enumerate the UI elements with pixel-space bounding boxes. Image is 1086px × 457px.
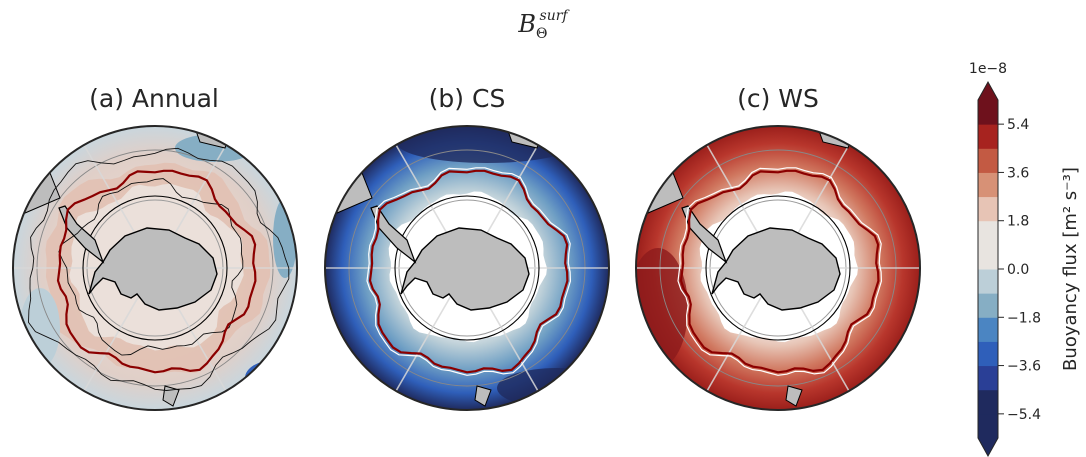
colorbar-segment (978, 244, 998, 270)
panel-title-cs: (b) CS (428, 84, 506, 113)
map-panel-cs (324, 125, 610, 411)
antarctica-landmass (400, 227, 530, 311)
australia-landmass (244, 367, 296, 409)
colorbar-tick-label: 5.4 (1007, 117, 1029, 133)
new-zealand-landmass (474, 385, 492, 407)
colorbar-segment (978, 196, 998, 222)
colorbar-scale-factor: 1e−8 (969, 61, 1007, 77)
colorbar: 5.4 3.6 1.8 0.0 −1.8 −3.6 −5.4 1e−8 Buoyancy flu… (969, 61, 1081, 457)
map-panel-annual (12, 125, 298, 411)
colorbar-tick-label: 1.8 (1007, 214, 1029, 230)
map-panel-ws (635, 125, 921, 411)
colorbar-tick-label: −5.4 (1007, 407, 1041, 423)
colorbar-segment (978, 293, 998, 318)
front-contour (679, 169, 880, 374)
colorbar-segment (978, 365, 998, 391)
colorbar-segment (978, 317, 998, 342)
colorbar-tick-label: 0.0 (1007, 262, 1029, 278)
new-zealand-landmass (785, 385, 803, 407)
peninsula (370, 205, 417, 264)
australia-landmass (867, 367, 919, 409)
figure-title: BΘsurf (0, 8, 1086, 42)
reference-circle (705, 195, 851, 341)
map-boundary (635, 125, 921, 411)
colorbar-tick-label: −1.8 (1007, 310, 1041, 326)
zero-contour (58, 178, 244, 356)
front-contour-halo (677, 167, 883, 376)
front-contour (368, 169, 569, 374)
australia-landmass (556, 367, 608, 409)
new-zealand-landmass (162, 385, 180, 407)
front-contour-halo (366, 167, 572, 376)
antarctica-landmass (711, 227, 841, 311)
title-subscript: Θ (536, 26, 548, 42)
colorbar-segment (978, 341, 998, 367)
colorbar-segment (978, 172, 998, 198)
colorbar-segment (978, 269, 998, 294)
antarctica-landmass (88, 227, 218, 311)
title-superscript: surf (539, 8, 568, 24)
colorbar-segment (978, 413, 998, 439)
colorbar-segment (978, 389, 998, 415)
zero-contour (28, 147, 290, 391)
front-contour (56, 169, 257, 374)
colorbar-extend-max (978, 82, 998, 100)
panel-title-annual: (a) Annual (89, 84, 219, 113)
colorbar-tick-label: 3.6 (1007, 165, 1029, 181)
colorbar-extend-min (978, 438, 998, 456)
colorbar-segment (978, 100, 998, 125)
colorbar-label: Buoyancy flux [m² s⁻³] (1060, 167, 1081, 371)
colorbar-segment (978, 124, 998, 149)
colorbar-outline (977, 80, 999, 457)
map-boundary (12, 125, 298, 411)
reference-circle (82, 195, 228, 341)
peninsula (58, 205, 105, 264)
flux-patch (397, 126, 577, 163)
colorbar-tick-label: −3.6 (1007, 359, 1041, 375)
panel-title-ws: (c) WS (737, 84, 819, 113)
reference-circle (394, 195, 540, 341)
peninsula (681, 205, 728, 264)
colorbar-segment (978, 220, 998, 246)
flux-patch (245, 360, 297, 396)
title-symbol: B (518, 10, 537, 38)
colorbar-segment (978, 148, 998, 173)
map-boundary (324, 125, 610, 411)
